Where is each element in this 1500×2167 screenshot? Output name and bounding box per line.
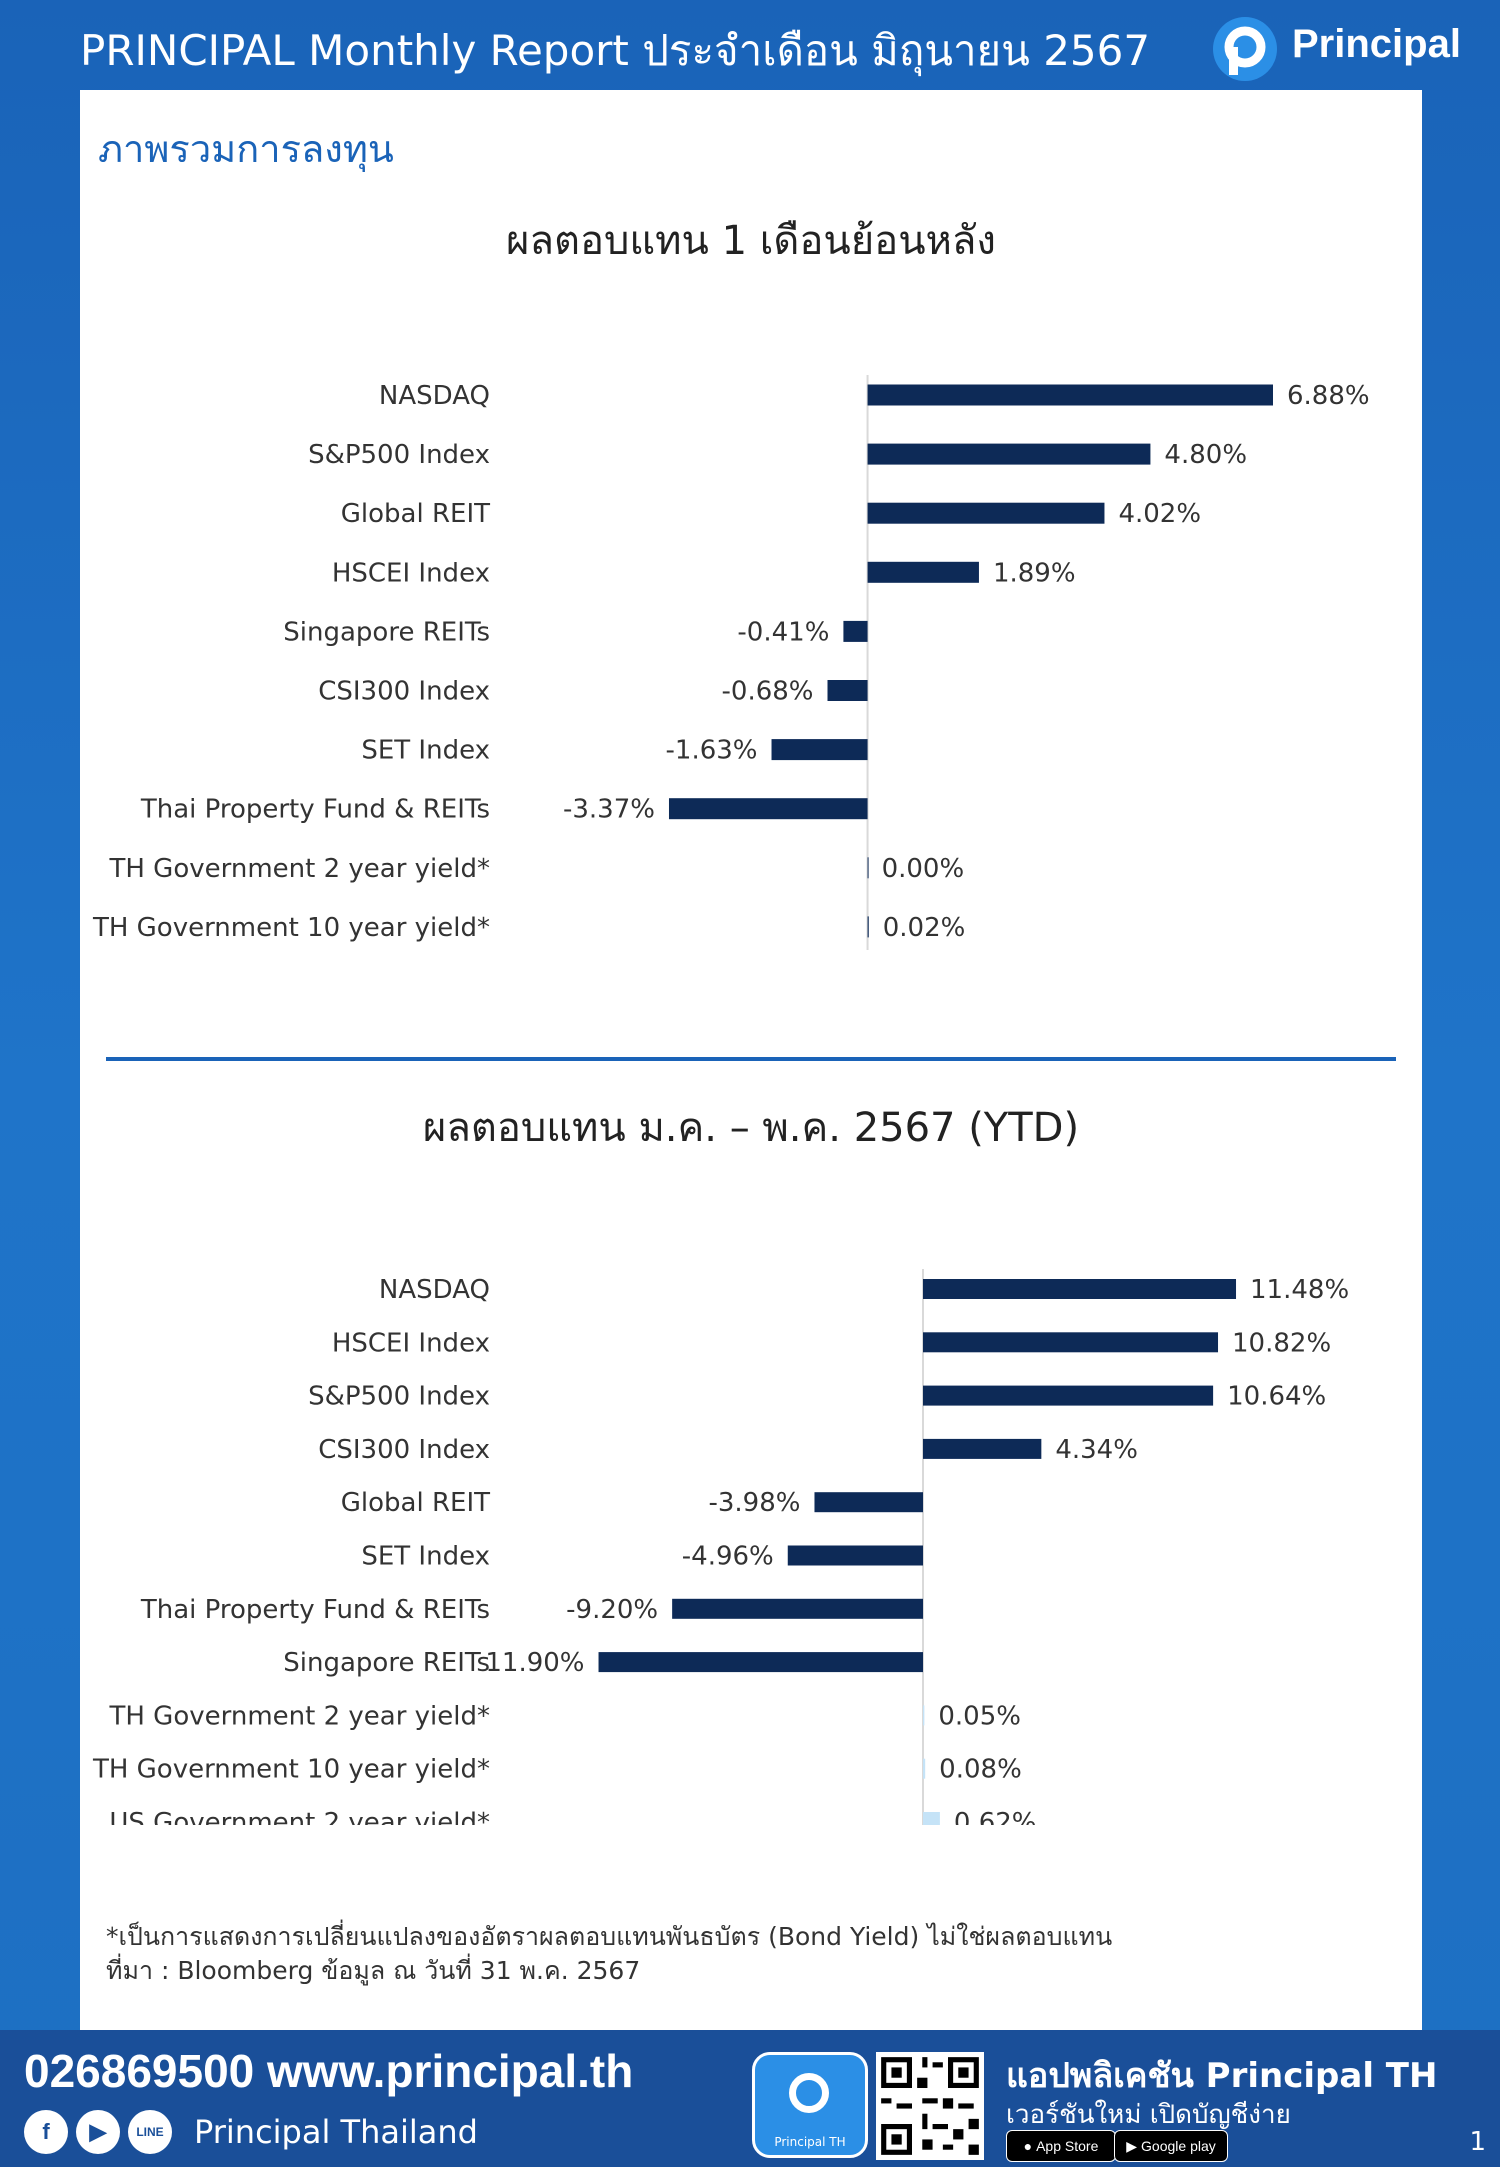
line-icon[interactable]: LINE — [128, 2110, 172, 2154]
chart-1-month-return: NASDAQ 6.88% S&P500 Index 4.80% Global REIT 4… — [92, 375, 1370, 950]
apple-icon: ● — [1023, 2138, 1033, 2154]
category-label: SET Index — [361, 736, 490, 766]
bar — [598, 1652, 923, 1673]
category-label: NASDAQ — [379, 1275, 490, 1305]
category-label: TH Government 2 year yield* — [108, 1701, 490, 1731]
data-label: 0.05% — [938, 1701, 1021, 1731]
youtube-icon[interactable]: ▶ — [76, 2110, 120, 2154]
bar — [923, 1438, 1042, 1459]
bar — [923, 1279, 1237, 1299]
facebook-icon[interactable]: f — [24, 2110, 68, 2154]
bar — [672, 1598, 923, 1619]
data-label: 4.80% — [1164, 440, 1247, 470]
bar — [923, 1385, 1214, 1406]
category-label: HSCEI Index — [332, 558, 490, 588]
section-divider — [106, 1057, 1396, 1061]
category-label: Singapore REITs — [283, 1648, 490, 1678]
bar — [827, 680, 868, 701]
data-label: -0.68% — [722, 677, 814, 707]
principal-th-app-icon[interactable]: Principal TH — [752, 2052, 868, 2158]
footer: 026869500 www.principal.th f ▶ LINE Prin… — [0, 2030, 1500, 2167]
app-icon-label: Principal TH — [774, 2135, 846, 2149]
category-label: TH Government 10 year yield* — [92, 913, 490, 943]
app-store-label: App Store — [1036, 2138, 1099, 2154]
app-subtitle: เวอร์ชันใหม่ เปิดบัญชีง่าย — [1006, 2100, 1291, 2130]
data-label: 0.02% — [883, 913, 966, 943]
app-logo-icon — [789, 2073, 829, 2113]
principal-logo: Principal — [1210, 14, 1480, 84]
category-label: NASDAQ — [379, 381, 490, 411]
category-label: Global REIT — [341, 1488, 490, 1518]
category-label: Thai Property Fund & REITs — [140, 1595, 490, 1625]
category-label: US Government 2 year yield* — [109, 1808, 490, 1825]
data-label: 0.00% — [882, 854, 965, 884]
bar — [923, 1705, 925, 1726]
data-label: -0.41% — [737, 617, 829, 647]
chart-ytd-return: NASDAQ 11.48% HSCEI Index 10.82% S&P500 Inde… — [92, 1269, 1349, 1825]
bar — [923, 1332, 1219, 1353]
bar — [867, 916, 869, 938]
data-label: 0.08% — [939, 1755, 1022, 1785]
category-label: S&P500 Index — [308, 440, 490, 470]
bar — [923, 1812, 940, 1825]
data-label: 4.02% — [1118, 499, 1201, 529]
bar — [814, 1492, 923, 1513]
bar — [867, 561, 979, 583]
bar — [843, 620, 868, 642]
category-label: S&P500 Index — [308, 1382, 490, 1412]
category-label: CSI300 Index — [318, 1435, 490, 1465]
category-label: HSCEI Index — [332, 1328, 490, 1358]
category-label: Singapore REITs — [283, 617, 490, 647]
category-label: Thai Property Fund & REITs — [140, 795, 490, 825]
data-label: -3.37% — [563, 795, 655, 825]
data-label: -9.20% — [566, 1595, 658, 1625]
play-icon: ▶ — [1126, 2137, 1138, 2154]
category-label: TH Government 10 year yield* — [92, 1755, 490, 1785]
report-title: PRINCIPAL Monthly Report ประจำเดือน มิถุ… — [80, 26, 1151, 75]
data-label: 11.90% — [485, 1648, 584, 1678]
google-play-button[interactable]: ▶ Google play — [1114, 2130, 1228, 2162]
data-label: 4.34% — [1055, 1435, 1138, 1465]
footnote-line1: *เป็นการแสดงการเปลี่ยนแปลงของอัตราผลตอบแ… — [106, 1922, 1113, 1951]
data-label: 11.48% — [1250, 1275, 1349, 1305]
chart1-title: ผลตอบแทน 1 เดือนย้อนหลัง — [506, 218, 996, 264]
logo-text: Principal — [1292, 22, 1461, 66]
app-title: แอปพลิเคชัน Principal TH — [1006, 2056, 1438, 2096]
section-title: ภาพรวมการลงทุน — [98, 127, 394, 171]
data-label: 6.88% — [1287, 381, 1370, 411]
data-label: -3.98% — [708, 1488, 800, 1518]
bar — [923, 1758, 926, 1779]
data-label: 10.64% — [1227, 1382, 1326, 1412]
bar — [668, 798, 868, 820]
social-name: Principal Thailand — [194, 2113, 478, 2151]
bar — [867, 857, 869, 879]
data-label: 1.89% — [993, 558, 1076, 588]
bar — [867, 443, 1151, 465]
category-label: Global REIT — [341, 499, 490, 529]
qr-code-icon[interactable] — [876, 2052, 984, 2160]
header: PRINCIPAL Monthly Report ประจำเดือน มิถุ… — [0, 0, 1500, 90]
content-panel: ภาพรวมการลงทุน ผลตอบแทน 1 เดือนย้อนหลัง … — [80, 90, 1422, 2030]
category-label: CSI300 Index — [318, 677, 490, 707]
google-play-label: Google play — [1141, 2138, 1216, 2154]
footnote-source: ที่มา : Bloomberg ข้อมูล ณ วันที่ 31 พ.ค… — [106, 1956, 641, 1985]
app-store-button[interactable]: ● App Store — [1006, 2130, 1116, 2162]
data-label: 10.82% — [1232, 1328, 1331, 1358]
principal-logo-icon — [1213, 17, 1277, 81]
data-label: -1.63% — [666, 736, 758, 766]
data-label: -4.96% — [682, 1542, 774, 1572]
footnote: *เป็นการแสดงการเปลี่ยนแปลงของอัตราผลตอบแ… — [106, 1920, 1112, 1988]
category-label: TH Government 2 year yield* — [108, 854, 490, 884]
page-number: 1 — [1469, 2127, 1486, 2157]
category-label: SET Index — [361, 1542, 490, 1572]
bar — [867, 502, 1105, 524]
data-label: 0.62% — [954, 1808, 1037, 1825]
bar — [867, 384, 1273, 406]
contact-phone-website[interactable]: 026869500 www.principal.th — [24, 2045, 634, 2097]
chart2-title: ผลตอบแทน ม.ค. – พ.ค. 2567 (YTD) — [422, 1105, 1080, 1151]
social-links: f ▶ LINE Principal Thailand — [24, 2110, 478, 2154]
bar — [787, 1545, 923, 1566]
bar — [771, 739, 868, 761]
